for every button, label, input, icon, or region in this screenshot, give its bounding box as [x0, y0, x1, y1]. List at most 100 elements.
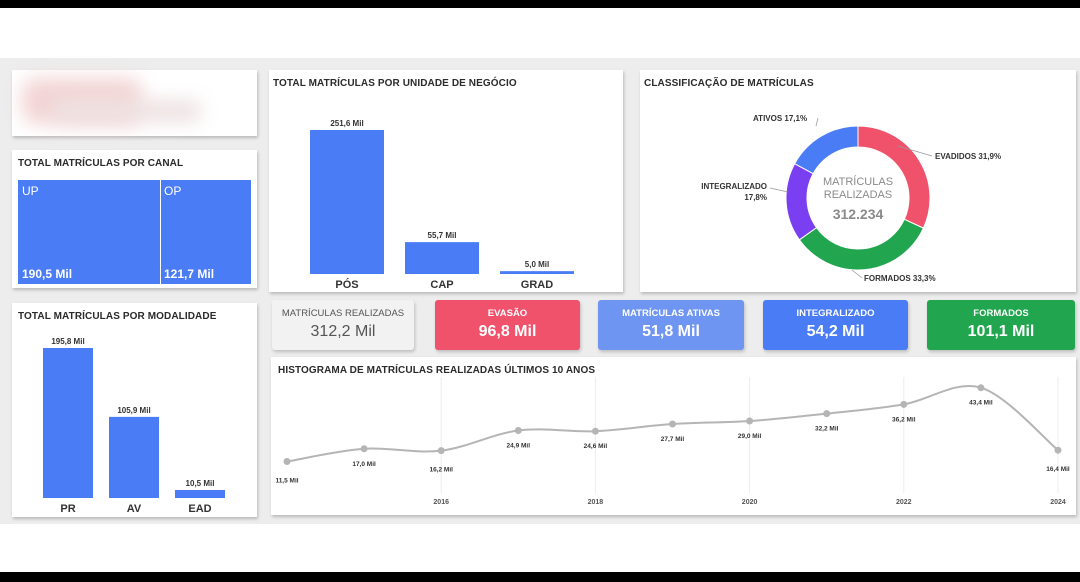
- bar-data-label: 10,5 Mil: [186, 479, 215, 488]
- donut-label-integralizado-pct: 17,8%: [744, 193, 767, 202]
- modalidade-bar-chart: 195,8 Mil PR 105,9 Mil AV 10,5 Mil EAD: [43, 337, 225, 515]
- bottom-black-bar: [0, 572, 1080, 582]
- x-tick-label: 2020: [742, 499, 758, 506]
- kpi-matriculas-realizadas-label: MATRÍCULAS REALIZADAS: [281, 308, 405, 319]
- bar-pós: [310, 130, 384, 274]
- classificacao-donut-chart: MATRÍCULAS REALIZADAS 312.234 EVADIDOS 3…: [701, 114, 1001, 283]
- category-label: PR: [60, 503, 75, 515]
- donut-slice-integralizado: [785, 162, 818, 241]
- data-point: [283, 458, 291, 466]
- top-black-bar: [0, 0, 1080, 8]
- logo-card: [12, 70, 257, 136]
- classificacao-card: CLASSIFICAÇÃO DE MATRÍCULAS MATRÍCULAS R…: [640, 70, 1076, 292]
- canal-card: TOTAL MATRÍCULAS POR CANAL UP 190,5 Mil …: [12, 150, 257, 288]
- donut-slice-ativos: [794, 125, 859, 175]
- x-tick-label: 2016: [433, 499, 449, 506]
- bar-grad: [500, 271, 574, 274]
- data-label: 16,4 Mil: [1046, 466, 1070, 473]
- data-label: 16,2 Mil: [429, 467, 453, 474]
- leader-line-integralizado: [769, 187, 789, 193]
- histograma-line-chart: 2016 2018 2020 2022 2024 11,5 Mil 17,0 Mil 16,2…: [275, 377, 1070, 506]
- kpi-formados-label: FORMADOS: [973, 308, 1029, 319]
- data-label: 43,4 Mil: [969, 400, 993, 407]
- leader-line-formados: [851, 269, 863, 279]
- kpi-integralizado-value: 54,2 Mil: [806, 323, 865, 340]
- data-point: [746, 417, 754, 425]
- donut-center-line2: REALIZADAS: [824, 189, 892, 201]
- modalidade-title: TOTAL MATRÍCULAS POR MODALIDADE: [18, 311, 217, 322]
- series-line: [286, 385, 1059, 463]
- category-label: EAD: [188, 503, 211, 515]
- data-label: 11,5 Mil: [275, 478, 298, 485]
- data-label: 36,2 Mil: [892, 416, 916, 423]
- canal-tile-up-value: 190,5 Mil: [22, 267, 73, 281]
- blurred-logo-text: [52, 100, 202, 122]
- bar-av: [109, 416, 159, 498]
- kpi-formados[interactable]: FORMADOS 101,1 Mil: [927, 300, 1075, 350]
- unidade-bar-chart: 251,6 Mil PÓS 55,7 Mil CAP 5,0 Mil GRAD: [310, 119, 574, 291]
- kpi-formados-value: 101,1 Mil: [967, 323, 1035, 340]
- donut-label-integralizado: INTEGRALIZADO: [701, 182, 767, 191]
- bar-data-label: 195,8 Mil: [51, 337, 84, 346]
- modalidade-card: TOTAL MATRÍCULAS POR MODALIDADE 195,8 Mi…: [12, 303, 257, 517]
- canal-title: TOTAL MATRÍCULAS POR CANAL: [18, 158, 184, 169]
- bar-data-label: 5,0 Mil: [525, 260, 549, 269]
- data-point: [977, 384, 985, 392]
- kpi-evasao-value: 96,8 Mil: [478, 323, 537, 340]
- donut-label-formados: FORMADOS 33,3%: [864, 274, 936, 283]
- data-point: [1054, 446, 1062, 454]
- kpi-matriculas-realizadas[interactable]: MATRÍCULAS REALIZADAS 312,2 Mil: [272, 300, 414, 350]
- canal-tile-op[interactable]: OP 121,7 Mil: [161, 180, 251, 284]
- bar-data-label: 105,9 Mil: [117, 406, 150, 415]
- data-point: [823, 410, 831, 418]
- data-label: 32,2 Mil: [815, 426, 839, 433]
- bar-cap: [405, 242, 479, 274]
- data-point: [360, 445, 368, 453]
- donut-label-ativos: ATIVOS 17,1%: [753, 114, 807, 123]
- data-point: [591, 427, 599, 435]
- category-label: CAP: [430, 279, 453, 291]
- data-point: [514, 427, 522, 435]
- kpi-matriculas-realizadas-value: 312,2 Mil: [310, 323, 376, 340]
- x-tick-label: 2022: [896, 499, 912, 506]
- bar-ead: [175, 489, 225, 498]
- data-label: 27,7 Mil: [661, 436, 685, 443]
- donut-center-value: 312.234: [833, 206, 884, 222]
- canal-tile-up[interactable]: UP 190,5 Mil: [18, 180, 160, 284]
- bar-pr: [43, 348, 93, 498]
- kpi-matriculas-ativas-value: 51,8 Mil: [642, 323, 700, 340]
- donut-center-line1: MATRÍCULAS: [823, 175, 893, 188]
- data-point: [437, 447, 445, 455]
- unidade-title: TOTAL MATRÍCULAS POR UNIDADE DE NEGÓCIO: [273, 78, 517, 89]
- histograma-title: HISTOGRAMA DE MATRÍCULAS REALIZADAS ÚLTI…: [278, 365, 596, 376]
- kpi-integralizado-label: INTEGRALIZADO: [796, 308, 875, 319]
- kpi-matriculas-ativas-label: MATRÍCULAS ATIVAS: [622, 308, 720, 319]
- donut-label-evadidos: EVADIDOS 31,9%: [935, 152, 1001, 161]
- data-label: 24,6 Mil: [584, 443, 608, 450]
- data-point: [669, 420, 676, 428]
- kpi-matriculas-ativas[interactable]: MATRÍCULAS ATIVAS 51,8 Mil: [598, 300, 744, 350]
- unidade-card: TOTAL MATRÍCULAS POR UNIDADE DE NEGÓCIO …: [269, 70, 623, 292]
- category-label: GRAD: [521, 279, 553, 291]
- data-label: 29,0 Mil: [738, 433, 762, 440]
- classificacao-title: CLASSIFICAÇÃO DE MATRÍCULAS: [644, 78, 814, 89]
- category-label: PÓS: [335, 278, 358, 291]
- data-point: [900, 400, 908, 408]
- kpi-evasao[interactable]: EVASÃO 96,8 Mil: [435, 300, 580, 350]
- leader-line-ativos: [815, 117, 819, 127]
- bar-data-label: 251,6 Mil: [330, 119, 363, 128]
- data-label: 17,0 Mil: [352, 461, 376, 468]
- x-tick-label: 2018: [588, 499, 604, 506]
- histograma-card: HISTOGRAMA DE MATRÍCULAS REALIZADAS ÚLTI…: [271, 357, 1076, 515]
- canal-tile-op-label: OP: [164, 184, 182, 198]
- kpi-integralizado[interactable]: INTEGRALIZADO 54,2 Mil: [763, 300, 908, 350]
- data-label: 24,9 Mil: [507, 443, 531, 450]
- canal-tile-up-label: UP: [22, 184, 39, 198]
- category-label: AV: [127, 503, 142, 515]
- kpi-evasao-label: EVASÃO: [487, 308, 528, 319]
- bar-data-label: 55,7 Mil: [428, 231, 457, 240]
- x-tick-label: 2024: [1050, 499, 1066, 506]
- leader-line-evadidos: [897, 145, 933, 157]
- donut-slice-formados: [798, 218, 925, 271]
- canal-tile-op-value: 121,7 Mil: [164, 267, 215, 281]
